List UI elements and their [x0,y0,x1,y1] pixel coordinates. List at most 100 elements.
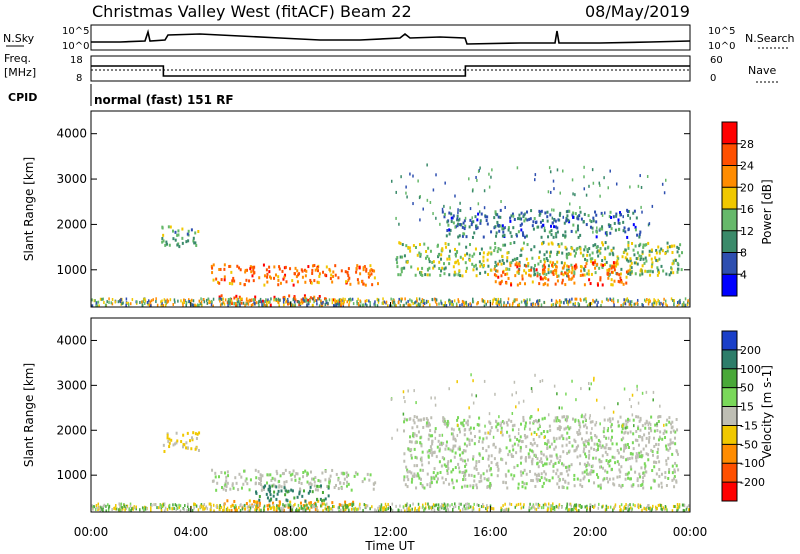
power-cell [641,272,644,276]
velocity-cell [538,504,541,508]
velocity-cell [320,502,323,506]
velocity-cell [108,504,111,508]
velocity-cell [530,432,533,436]
velocity-cell [546,508,549,512]
power-cell [469,302,471,306]
velocity-cell [534,507,536,511]
power-cell [403,254,406,258]
power-cell [591,226,594,230]
velocity-cell [528,427,531,431]
velocity-cell [594,434,597,438]
velocity-cell [632,503,635,507]
power-cell [499,298,502,302]
velocity-cell [493,457,496,461]
velocity-cell [193,502,195,506]
velocity-cell [347,473,350,477]
power-cell [590,220,593,224]
velocity-cell [559,455,562,459]
power-cell [594,210,597,214]
velocity-cell [565,392,567,396]
power-cell [611,265,614,269]
power-cell [538,213,541,217]
velocity-cell [602,430,605,434]
velocity-cell [544,442,547,446]
power-cell [490,252,493,256]
velocity-cell [540,460,543,464]
power-cell [108,300,110,304]
velocity-cell [308,508,311,512]
velocity-cell [283,484,286,488]
power-cell [414,301,416,305]
velocity-cell [93,505,95,509]
power-cell [466,252,469,256]
velocity-cell [488,468,491,472]
power-cell [435,300,437,304]
power-cell [304,296,307,300]
velocity-cell [620,485,623,489]
velocity-cell [486,509,488,512]
velocity-cell [629,503,631,507]
velocity-cell [450,432,453,436]
velocity-cell [637,425,640,429]
velocity-cell [421,463,424,467]
power-cell [546,259,549,263]
power-cell [348,276,351,280]
velocity-cell [434,504,436,508]
power-cell [556,253,559,257]
power-cell [592,261,595,265]
velocity-cell [322,509,324,512]
velocity-cell [430,448,433,452]
power-cell [192,236,195,240]
velocity-cell [266,496,269,500]
velocity-cell [608,460,611,464]
velocity-cell [566,504,568,508]
velocity-cell [461,421,464,425]
velocity-cell [568,508,570,512]
power-cell [494,246,497,250]
power-cell [615,182,618,186]
velocity-cell [121,509,123,512]
power-cell [478,210,481,214]
velocity-cell [570,504,572,508]
velocity-cell [651,469,654,473]
velocity-cell [229,487,232,491]
velocity-cell [258,508,261,512]
velocity-cell [461,485,464,489]
power-cell [459,274,462,278]
velocity-cell [346,504,348,508]
velocity-cell [448,387,450,391]
velocity-cell [538,473,541,477]
velocity-cell [417,502,420,506]
power-cell [432,266,435,270]
power-cell [547,278,550,282]
velocity-cell [264,484,267,488]
velocity-cell [628,418,631,422]
velocity-cell [628,398,631,402]
velocity-cell [525,482,528,486]
velocity-cell [436,445,439,449]
x-tick-label: 00:00 [74,525,109,539]
velocity-cell [408,417,411,421]
velocity-cell [312,477,315,481]
power-cell [424,273,427,277]
power-cell [429,303,431,307]
power-cell [544,265,547,269]
velocity-cell [485,449,488,453]
power-cell [654,256,657,260]
velocity-cell [459,509,461,512]
velocity-cell [275,507,278,511]
velocity-cell [654,423,657,427]
velocity-cell [578,509,580,512]
velocity-cell [489,467,492,471]
velocity-cell [626,420,629,424]
power-cell [238,266,241,270]
velocity-cell [599,483,602,487]
power-cell [99,297,102,301]
velocity-cell [568,441,571,445]
velocity-cell [606,429,609,433]
power-cell [630,266,633,270]
velocity-cell [442,416,445,420]
power-cell [472,300,475,304]
velocity-cell [466,419,469,423]
power-cell [257,301,260,305]
